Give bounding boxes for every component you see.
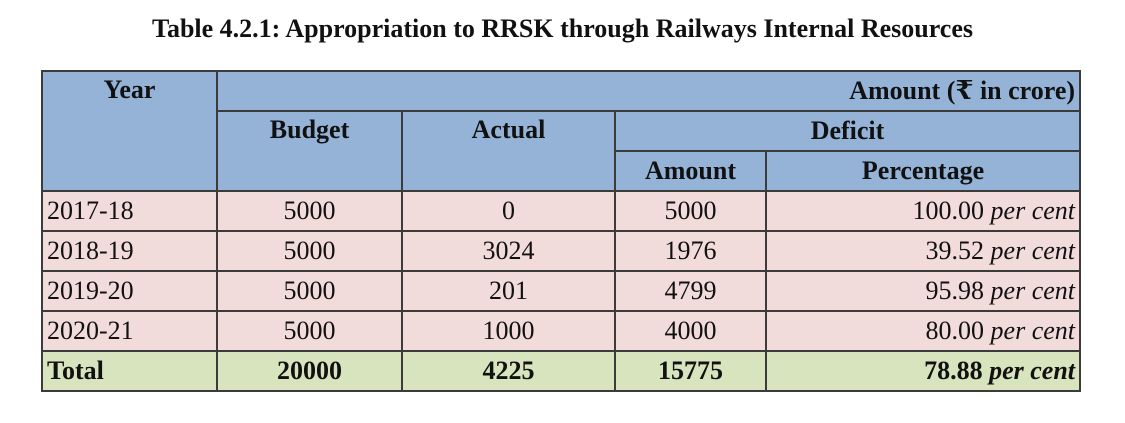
- percentage-value: 100.00: [912, 196, 985, 225]
- cell-deficit-amount: 5000: [614, 190, 767, 232]
- percentage-value: 80.00: [925, 316, 985, 345]
- header-deficit: Deficit: [613, 110, 1082, 152]
- cell-deficit-amount: 4000: [614, 310, 767, 352]
- per-cent-label: per cent: [990, 196, 1076, 225]
- cell-percentage: 80.00 per cent: [764, 310, 1082, 352]
- header-actual: Actual: [401, 110, 616, 192]
- cell-percentage: 95.98 per cent: [764, 270, 1082, 312]
- header-year: Year: [41, 70, 218, 192]
- cell-deficit-amount: 4799: [614, 270, 767, 312]
- percentage-value: 39.52: [925, 236, 985, 265]
- total-deficit-amount: 15775: [614, 350, 767, 392]
- per-cent-label: per cent: [989, 356, 1076, 385]
- table-row: 2017-18 5000 0 5000 100.00 per cent: [41, 190, 1082, 232]
- total-row: Total 20000 4225 15775 78.88 per cent: [41, 350, 1082, 392]
- total-percentage: 78.88 per cent: [764, 350, 1082, 392]
- cell-percentage: 100.00 per cent: [764, 190, 1082, 232]
- total-budget: 20000: [216, 350, 403, 392]
- total-actual: 4225: [401, 350, 616, 392]
- cell-budget: 5000: [216, 190, 403, 232]
- cell-year: 2019-20: [41, 270, 218, 312]
- cell-actual: 3024: [401, 230, 616, 272]
- percentage-value: 95.98: [925, 276, 985, 305]
- per-cent-label: per cent: [990, 316, 1076, 345]
- table-caption: Table 4.2.1: Appropriation to RRSK throu…: [151, 14, 974, 43]
- total-label: Total: [41, 350, 218, 392]
- cell-year: 2018-19: [41, 230, 218, 272]
- header-amount-unit: Amount (₹ in crore): [215, 70, 1082, 112]
- appropriation-table: Year Amount (₹ in crore) Budget Actual D…: [41, 70, 1082, 392]
- cell-year: 2017-18: [41, 190, 218, 232]
- table-row: 2019-20 5000 201 4799 95.98 per cent: [41, 270, 1082, 312]
- per-cent-label: per cent: [990, 276, 1076, 305]
- cell-year: 2020-21: [41, 310, 218, 352]
- cell-budget: 5000: [216, 230, 403, 272]
- cell-deficit-amount: 1976: [614, 230, 767, 272]
- header-deficit-amount: Amount: [614, 150, 767, 192]
- header-budget: Budget: [216, 110, 403, 192]
- cell-budget: 5000: [216, 310, 403, 352]
- header-deficit-percentage: Percentage: [764, 150, 1082, 192]
- cell-budget: 5000: [216, 270, 403, 312]
- table-row: 2018-19 5000 3024 1976 39.52 per cent: [41, 230, 1082, 272]
- cell-actual: 0: [401, 190, 616, 232]
- cell-percentage: 39.52 per cent: [764, 230, 1082, 272]
- table-row: 2020-21 5000 1000 4000 80.00 per cent: [41, 310, 1082, 352]
- percentage-value: 78.88: [924, 356, 983, 385]
- cell-actual: 1000: [401, 310, 616, 352]
- per-cent-label: per cent: [990, 236, 1076, 265]
- cell-actual: 201: [401, 270, 616, 312]
